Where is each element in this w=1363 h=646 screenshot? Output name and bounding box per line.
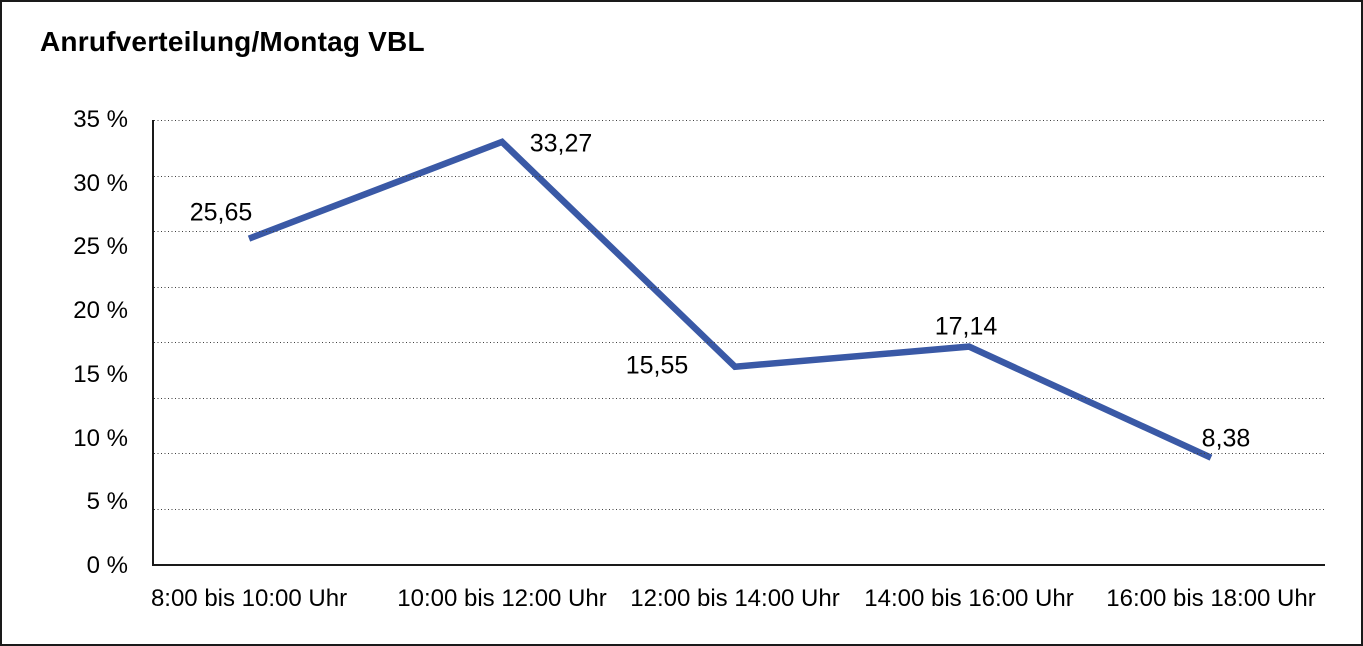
gridline [154,453,1325,454]
data-point-label: 8,38 [1201,424,1251,453]
data-point-label: 15,55 [625,351,689,380]
data-point-label: 25,65 [189,198,253,227]
gridline [154,286,1325,288]
gridline [154,120,1325,121]
series-line [247,138,1213,461]
y-tick-label: 35 % [73,106,128,133]
y-tick-label: 20 % [73,297,128,325]
x-category-label: 10:00 bis 12:00 Uhr [397,585,607,612]
y-tick-label: 15 % [73,360,128,388]
y-tick-label: 30 % [73,169,128,197]
data-point-label: 33,27 [529,129,593,158]
data-point-label: 17,14 [934,312,998,341]
y-axis-labels: 35 % 30 % 25 % 20 % 15 % 10 % 5 % 0 % [2,106,128,579]
x-category-label: 8:00 bis 10:00 Uhr [150,585,348,612]
chart-title: Anrufverteilung/Montag VBL [40,26,425,57]
gridline [154,175,1325,177]
y-tick-label: 25 % [73,233,128,261]
y-tick-label: 5 % [86,488,128,516]
plot-area: 25,65 33,27 15,55 17,14 8,38 [152,120,1325,566]
x-category-label: 16:00 bis 18:00 Uhr [1106,585,1316,612]
gridline [154,342,1325,343]
gridline [154,508,1325,510]
gridline [154,231,1325,232]
series-svg [247,138,1213,461]
gridline [154,397,1325,399]
x-axis-labels: 8:00 bis 10:00 Uhr 10:00 bis 12:00 Uhr 12:… [150,584,1325,618]
x-category-label: 12:00 bis 14:00 Uhr [630,585,840,612]
x-category-label: 14:00 bis 16:00 Uhr [864,585,1074,612]
y-tick-label: 10 % [73,424,128,452]
y-tick-label: 0 % [86,552,128,579]
